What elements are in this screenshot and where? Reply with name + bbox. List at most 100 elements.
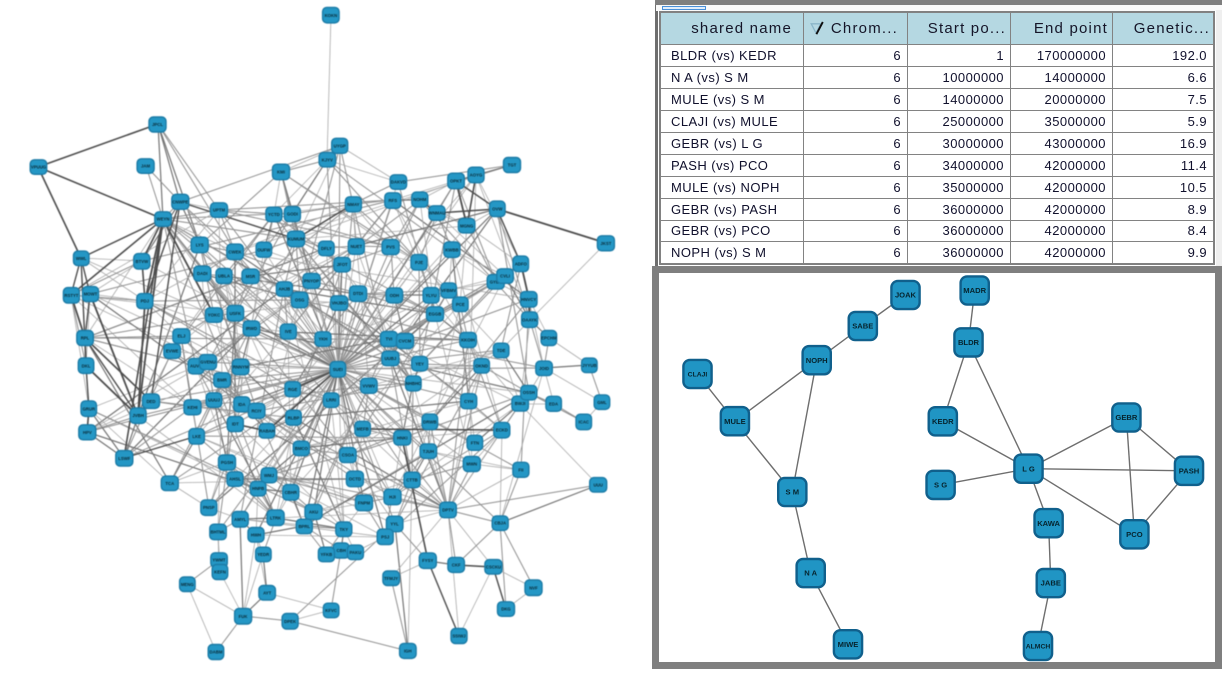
svg-text:TFMJY: TFMJY (384, 576, 398, 581)
svg-text:BLDR: BLDR (958, 338, 980, 347)
svg-text:CBJA: CBJA (494, 521, 506, 526)
svg-text:YEY: YEY (415, 361, 424, 366)
svg-text:DAKVD: DAKVD (391, 180, 406, 185)
svg-text:LSWF: LSWF (118, 456, 131, 461)
svg-text:BTVW: BTVW (135, 259, 149, 264)
svg-text:LYS: LYS (196, 243, 204, 248)
svg-text:AKU: AKU (309, 510, 318, 515)
svg-text:RPL: RPL (81, 336, 90, 341)
svg-text:DTDI: DTDI (353, 291, 363, 296)
svg-text:KMI: KMI (277, 170, 285, 175)
svg-text:PDJ: PDJ (141, 299, 150, 304)
svg-text:SUEI: SUEI (333, 367, 343, 372)
svg-text:PAKU: PAKU (349, 550, 361, 555)
svg-text:OAAYK: OAAYK (522, 317, 538, 322)
svg-text:YFKB: YFKB (321, 552, 333, 557)
svg-text:AYT: AYT (263, 590, 272, 595)
svg-text:BMCO: BMCO (295, 446, 309, 451)
svg-text:KFVC: KFVC (325, 608, 337, 613)
svg-text:NMAY: NMAY (347, 202, 359, 207)
svg-text:S M: S M (786, 488, 800, 497)
svg-text:HJI: HJI (389, 495, 396, 500)
svg-text:DABM: DABM (210, 650, 223, 655)
svg-text:ODH: ODH (390, 293, 400, 298)
svg-text:TDE: TDE (497, 348, 506, 353)
svg-text:KEHI: KEHI (187, 405, 197, 410)
svg-text:CTTB: CTTB (406, 478, 417, 483)
svg-text:GML: GML (597, 400, 607, 405)
svg-text:PASH: PASH (1179, 466, 1200, 475)
svg-text:DED: DED (146, 399, 155, 404)
svg-text:RCIY: RCIY (251, 408, 261, 413)
svg-text:KEFN: KEFN (214, 570, 226, 575)
svg-text:YWMT: YWMT (212, 558, 226, 563)
svg-text:WNMAU: WNMAU (429, 211, 446, 216)
svg-text:TVI: TVI (386, 337, 393, 342)
svg-text:CSCKU: CSCKU (486, 565, 501, 570)
svg-text:BHTML: BHTML (210, 530, 225, 535)
svg-text:VHJBO: VHJBO (332, 301, 347, 306)
svg-text:DADI: DADI (197, 271, 208, 276)
svg-text:AHJB: AHJB (279, 287, 291, 292)
svg-text:FII: FII (518, 467, 523, 472)
svg-text:HNPB: HNPB (252, 486, 264, 491)
svg-text:ICAC: ICAC (579, 420, 590, 425)
svg-text:GEBR: GEBR (1115, 413, 1137, 422)
svg-text:CYH: CYH (464, 399, 473, 404)
svg-text:NUET: NUET (350, 244, 362, 249)
svg-text:GRUR: GRUR (82, 406, 96, 411)
svg-text:L G: L G (1022, 464, 1035, 473)
svg-text:WWL: WWL (76, 256, 87, 261)
svg-text:HNKI: HNKI (397, 435, 408, 440)
svg-text:RSTYT: RSTYT (64, 293, 78, 298)
svg-text:UUUJ: UUUJ (208, 398, 220, 403)
svg-text:DRWB: DRWB (423, 420, 436, 425)
svg-text:CLAJI: CLAJI (688, 372, 708, 379)
svg-text:MADR: MADR (963, 286, 986, 295)
svg-text:JPCL: JPCL (152, 122, 163, 127)
svg-text:HWH: HWH (251, 532, 261, 537)
svg-text:UYGP: UYGP (334, 143, 346, 148)
svg-text:KEDR: KEDR (932, 417, 954, 426)
svg-text:CSOA: CSOA (342, 453, 354, 458)
svg-text:JABE: JABE (1041, 579, 1061, 588)
svg-text:ADFO: ADFO (515, 261, 528, 266)
svg-text:KOKN: KOKN (325, 13, 338, 18)
svg-text:SABE: SABE (852, 322, 873, 331)
svg-text:LRRI: LRRI (326, 398, 336, 403)
svg-text:HNVCY: HNVCY (521, 297, 536, 302)
svg-text:CKF: CKF (452, 563, 461, 568)
svg-text:BPRL: BPRL (298, 524, 310, 529)
svg-text:JOID: JOID (539, 366, 549, 371)
svg-text:CBH: CBH (337, 548, 346, 553)
svg-text:CNWPE: CNWPE (172, 199, 188, 204)
svg-text:PCO: PCO (1126, 530, 1143, 539)
svg-text:UBLA: UBLA (218, 274, 230, 279)
svg-text:GVENU: GVENU (200, 360, 215, 365)
svg-text:S G: S G (934, 481, 947, 490)
svg-text:GODI: GODI (287, 212, 298, 217)
svg-text:AOYG: AOYG (470, 173, 483, 178)
svg-text:IRWD: IRWD (246, 326, 257, 331)
svg-text:PJE: PJE (415, 260, 423, 265)
svg-text:YOKC: YOKC (208, 313, 220, 318)
svg-text:ECKD: ECKD (496, 428, 508, 433)
svg-text:CWEK: CWEK (228, 249, 242, 254)
svg-text:MWN: MWN (466, 462, 477, 467)
svg-text:DKL: DKL (82, 363, 91, 368)
svg-text:ELJ: ELJ (177, 334, 185, 339)
svg-text:ALMCH: ALMCH (1026, 644, 1051, 651)
svg-text:JFOT: JFOT (337, 262, 348, 267)
svg-text:RGE: RGE (288, 387, 297, 392)
svg-text:JAM: JAM (141, 164, 150, 169)
svg-text:DPEK: DPEK (284, 619, 297, 624)
svg-text:PGSH: PGSH (221, 460, 233, 465)
svg-text:PCE: PCE (456, 302, 465, 307)
svg-text:DFLY: DFLY (321, 246, 332, 251)
svg-text:AHSL: AHSL (229, 477, 241, 482)
svg-text:IDT: IDT (232, 422, 239, 427)
svg-text:YEDR: YEDR (257, 552, 270, 557)
svg-text:FNPM: FNPM (358, 501, 371, 506)
svg-text:VFBMV: VFBMV (441, 288, 456, 293)
svg-text:LTRK: LTRK (270, 515, 282, 520)
